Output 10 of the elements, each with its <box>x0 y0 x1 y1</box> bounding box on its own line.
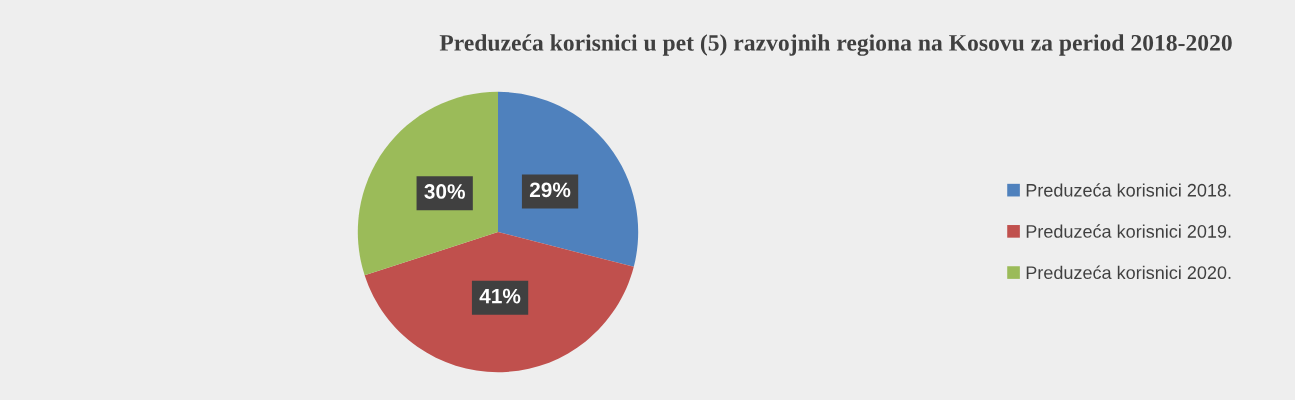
pie-slice <box>498 91 639 267</box>
data-label: 41% <box>479 288 521 304</box>
legend-label: Preduzeća korisnici 2020. <box>1026 265 1231 280</box>
data-label: 29% <box>529 182 571 198</box>
pie-slice <box>364 232 634 373</box>
data-label: 30% <box>424 184 465 199</box>
pie-slice <box>357 91 498 276</box>
legend-label: Preduzeća korisnici 2019. <box>1026 224 1231 238</box>
chart-title: Preduzeća korisnici u pet (5) razvojnih regiona na Kosovu za period 2018-2020 <box>439 34 1232 56</box>
legend-label: Preduzeća korisnici 2018. <box>1026 183 1231 197</box>
